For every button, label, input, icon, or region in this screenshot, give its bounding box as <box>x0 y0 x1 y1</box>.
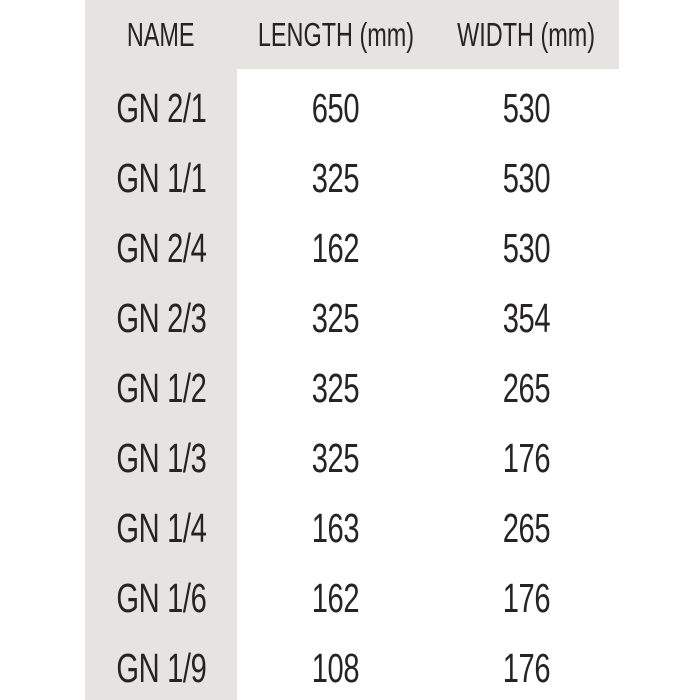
row-width-value: 530 <box>502 84 551 131</box>
table-cell-length: 108 <box>237 644 434 691</box>
column-header-name: NAME <box>85 18 237 51</box>
table-row: GN 1/6 162 176 <box>85 563 619 633</box>
row-width-value: 265 <box>502 364 551 411</box>
table-cell-length: 325 <box>237 294 434 341</box>
table-row: GN 2/4 162 530 <box>85 213 619 283</box>
row-length-value: 162 <box>311 224 360 271</box>
row-width-value: 176 <box>502 434 551 481</box>
row-name-value: GN 1/2 <box>115 364 207 411</box>
table-cell-width: 530 <box>434 224 619 271</box>
row-length-value: 162 <box>311 574 360 621</box>
table-row: GN 1/4 163 265 <box>85 493 619 563</box>
table-cell-name: GN 1/3 <box>85 434 237 481</box>
row-name-value: GN 1/9 <box>115 644 207 691</box>
row-name-value: GN 1/6 <box>115 574 207 621</box>
row-length-value: 108 <box>311 644 360 691</box>
table-cell-name: GN 2/1 <box>85 84 237 131</box>
table-cell-length: 325 <box>237 154 434 201</box>
table-row: GN 2/3 325 354 <box>85 283 619 353</box>
row-width-value: 354 <box>502 294 551 341</box>
table-row: GN 2/1 650 530 <box>85 73 619 143</box>
row-width-value: 265 <box>502 504 551 551</box>
table-cell-name: GN 1/2 <box>85 364 237 411</box>
table-cell-length: 162 <box>237 224 434 271</box>
table-row: GN 1/3 325 176 <box>85 423 619 493</box>
table-row: GN 1/1 325 530 <box>85 143 619 213</box>
table-cell-length: 162 <box>237 574 434 621</box>
row-name-value: GN 1/4 <box>115 504 207 551</box>
column-header-width: WIDTH (mm) <box>434 18 619 51</box>
row-length-value: 650 <box>311 84 360 131</box>
table-cell-width: 530 <box>434 84 619 131</box>
table-cell-width: 530 <box>434 154 619 201</box>
row-width-value: 530 <box>502 154 551 201</box>
row-length-value: 325 <box>311 154 360 201</box>
row-length-value: 325 <box>311 434 360 481</box>
table-cell-length: 325 <box>237 364 434 411</box>
row-name-value: GN 1/1 <box>115 154 207 201</box>
table-cell-width: 265 <box>434 504 619 551</box>
table-cell-length: 163 <box>237 504 434 551</box>
table-cell-length: 650 <box>237 84 434 131</box>
table-cell-width: 354 <box>434 294 619 341</box>
table-cell-name: GN 1/1 <box>85 154 237 201</box>
table-cell-length: 325 <box>237 434 434 481</box>
table-row: GN 1/9 108 176 <box>85 633 619 700</box>
table-header-row: NAME LENGTH (mm) WIDTH (mm) <box>85 0 619 69</box>
table-row: GN 1/2 325 265 <box>85 353 619 423</box>
table-body: GN 2/1 650 530 GN 1/1 325 530 GN 2/4 162… <box>85 73 619 700</box>
row-width-value: 530 <box>502 224 551 271</box>
row-length-value: 325 <box>311 294 360 341</box>
table-header-band <box>85 0 619 69</box>
table-cell-width: 176 <box>434 574 619 621</box>
row-width-value: 176 <box>502 574 551 621</box>
column-header-length-label: LENGTH (mm) <box>257 16 414 53</box>
table-cell-name: GN 1/4 <box>85 504 237 551</box>
row-width-value: 176 <box>502 644 551 691</box>
row-length-value: 163 <box>311 504 360 551</box>
table-cell-name: GN 2/3 <box>85 294 237 341</box>
table-cell-width: 176 <box>434 434 619 481</box>
row-name-value: GN 1/3 <box>115 434 207 481</box>
table-cell-name: GN 1/6 <box>85 574 237 621</box>
row-name-value: GN 2/3 <box>115 294 207 341</box>
table-cell-name: GN 1/9 <box>85 644 237 691</box>
table-cell-width: 265 <box>434 364 619 411</box>
row-name-value: GN 2/4 <box>115 224 207 271</box>
name-column-background <box>85 0 237 700</box>
column-header-width-label: WIDTH (mm) <box>457 16 596 53</box>
column-header-name-label: NAME <box>127 16 195 53</box>
row-length-value: 325 <box>311 364 360 411</box>
table-cell-name: GN 2/4 <box>85 224 237 271</box>
column-header-length: LENGTH (mm) <box>237 18 434 51</box>
row-name-value: GN 2/1 <box>115 84 207 131</box>
table-cell-width: 176 <box>434 644 619 691</box>
